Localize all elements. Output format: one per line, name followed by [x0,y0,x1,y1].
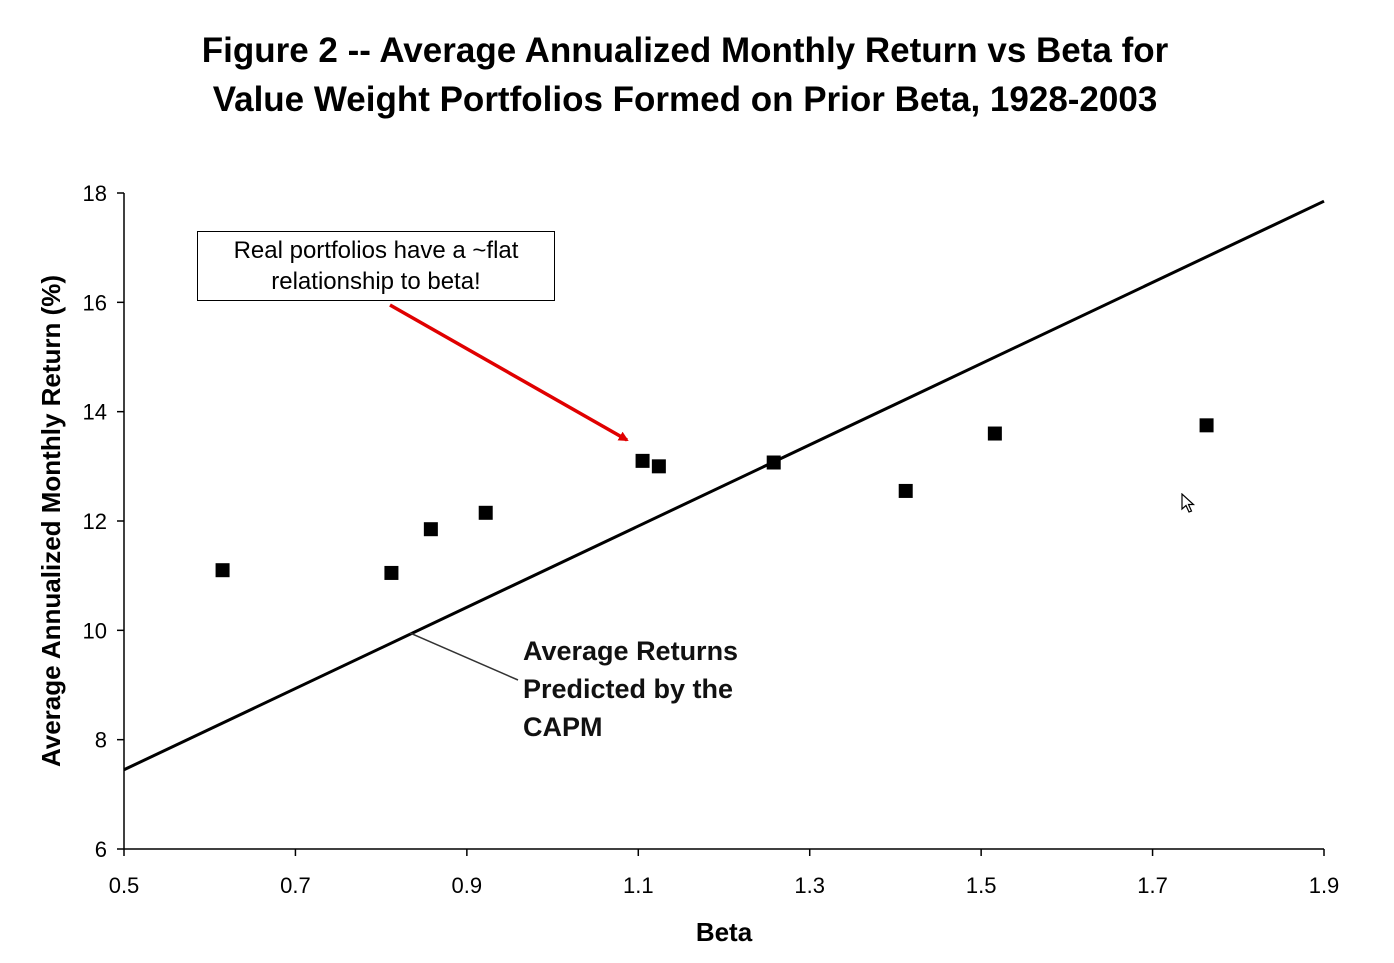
data-point-marker [423,522,438,537]
x-tick-label: 0.7 [280,873,311,898]
data-point-marker [635,453,650,468]
chart-title-line-1: Figure 2 -- Average Annualized Monthly R… [201,31,1169,70]
x-tick-label: 1.3 [794,873,825,898]
x-tick-label: 1.5 [966,873,997,898]
data-point-marker [651,459,666,474]
data-point-marker [987,426,1002,441]
chart-title: Figure 2 -- Average Annualized Monthly R… [0,26,1370,124]
capm-annotation-line-3: CAPM [523,712,603,742]
x-tick-label: 1.1 [623,873,654,898]
data-point-marker [478,505,493,520]
chart-axes: 6 8 10 12 14 16 18 0.5 0.7 0.9 1.1 1.3 1.5 1.7 1.9 [83,181,1340,898]
x-axis-title: Beta [696,917,753,947]
y-axis-title: Average Annualized Monthly Return (%) [36,275,66,767]
capm-annotation: Average Returns Predicted by the CAPM [523,632,738,746]
callout-line-1: Real portfolios have a ~flat [233,237,519,264]
data-point-marker [1199,418,1214,433]
y-tick-label: 16 [83,290,107,315]
callout-arrow [389,303,629,442]
y-tick-label: 14 [83,400,107,425]
x-tick-label: 0.5 [109,873,140,898]
callout-line-2: relationship to beta! [271,268,481,295]
chart-title-line-2: Value Weight Portfolios Formed on Prior … [212,80,1158,119]
x-tick-label: 1.9 [1309,873,1340,898]
capm-annotation-line-2: Predicted by the [523,674,734,704]
mouse-cursor-icon [1181,493,1196,513]
data-point-marker [766,455,781,470]
y-axis-title-group: Average Annualized Monthly Return (%) [36,275,66,767]
data-points-group [215,418,1214,580]
y-tick-label: 6 [95,837,107,862]
y-tick-label: 18 [83,181,107,206]
capm-prediction-line [123,199,1325,772]
callout-box: Real portfolios have a ~flat relationshi… [197,231,555,301]
data-point-marker [898,483,913,498]
y-tick-label: 10 [83,618,107,643]
y-tick-label: 12 [83,509,107,534]
x-tick-label: 0.9 [452,873,483,898]
y-tick-label: 8 [95,728,107,753]
data-point-marker [215,563,230,578]
capm-annotation-line-1: Average Returns [523,636,739,666]
x-tick-label: 1.7 [1137,873,1168,898]
capm-line-group [123,199,1325,772]
capm-leader-line [409,632,519,681]
data-point-marker [384,565,399,580]
